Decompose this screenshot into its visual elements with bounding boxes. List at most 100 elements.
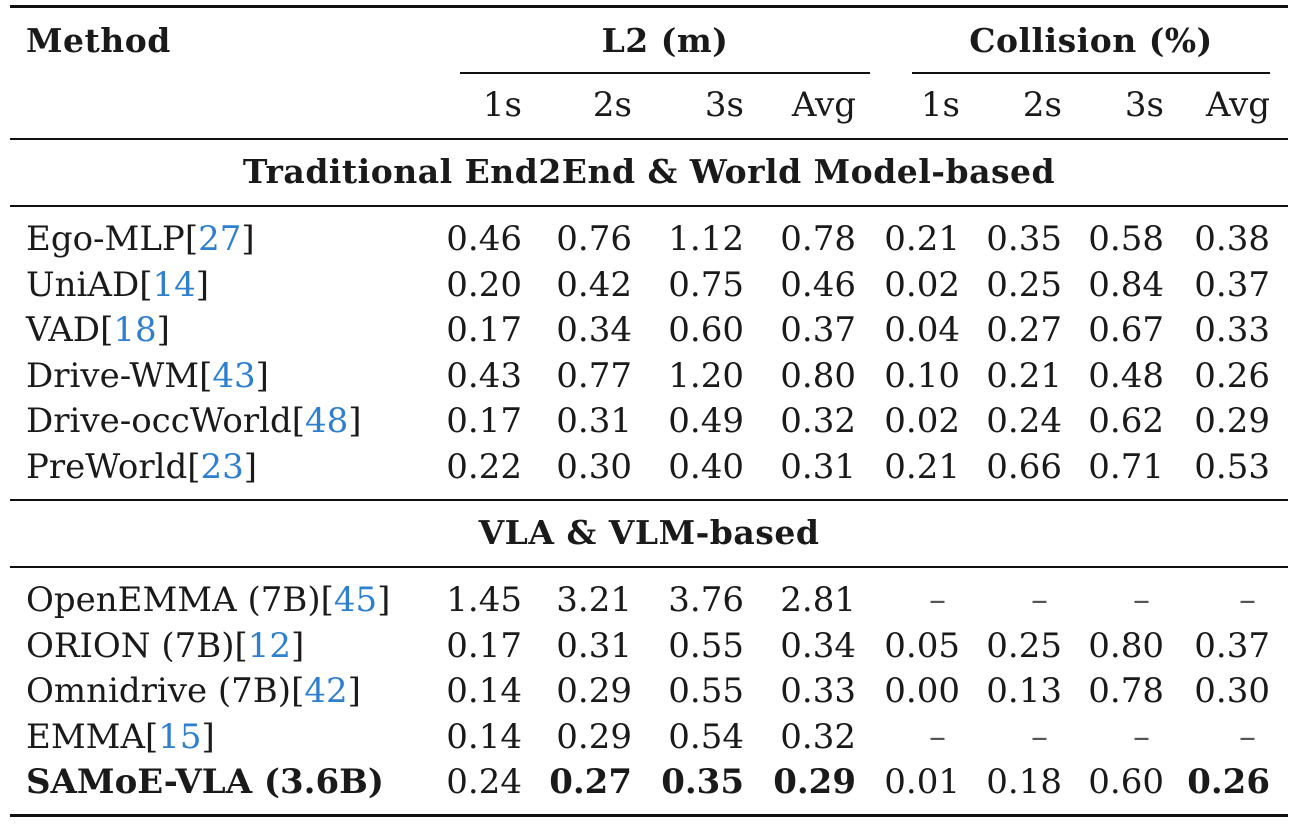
section-rule <box>10 205 1288 207</box>
metric-cell: 1.45 <box>446 580 522 620</box>
metric-cell: 0.17 <box>446 401 522 441</box>
metric-cell: 0.17 <box>446 310 522 350</box>
method-name-cell: SAMoE-VLA (3.6B) <box>26 762 384 802</box>
method-name: ORION (7B) <box>26 626 235 666</box>
horizon-header: Avg <box>791 85 856 125</box>
citation-link[interactable]: 14 <box>152 265 196 305</box>
citation-link[interactable]: 43 <box>212 356 256 396</box>
metric-cell: 0.26 <box>1194 356 1270 396</box>
metric-cell: 0.35 <box>986 219 1062 259</box>
method-name: UniAD <box>26 265 140 305</box>
citation-bracket-close: ] <box>201 717 215 757</box>
metric-cell: 0.33 <box>780 671 856 711</box>
citation-link[interactable]: 48 <box>305 401 349 441</box>
citation-bracket-open: [ <box>320 580 334 620</box>
citation-bracket-close: ] <box>348 401 362 441</box>
citation-bracket-open: [ <box>291 401 306 441</box>
metric-cell: 3.76 <box>668 580 744 620</box>
metric-cell: 2.81 <box>780 580 856 620</box>
metric-cell: 0.42 <box>556 265 632 305</box>
section-divider-rule <box>10 499 1288 501</box>
metric-cell: – <box>1133 717 1150 757</box>
horizon-header: 1s <box>920 85 960 125</box>
metric-cell: 0.71 <box>1088 447 1164 487</box>
citation-bracket-close: ] <box>156 310 170 350</box>
horizon-header: Avg <box>1205 85 1270 125</box>
metric-cell: 0.46 <box>446 219 522 259</box>
metric-cell: 0.29 <box>556 717 632 757</box>
horizon-header: 3s <box>1124 85 1164 125</box>
metric-cell: 0.05 <box>884 626 960 666</box>
metric-cell: 0.33 <box>1194 310 1270 350</box>
metric-cell: 0.13 <box>986 671 1062 711</box>
method-name: Ego-MLP <box>26 219 185 259</box>
citation-link[interactable]: 23 <box>200 447 244 487</box>
metric-cell: 0.67 <box>1088 310 1164 350</box>
citation-link[interactable]: 15 <box>158 717 202 757</box>
horizon-header: 3s <box>704 85 744 125</box>
citation-link[interactable]: 27 <box>198 219 242 259</box>
metric-cell: 0.27 <box>986 310 1062 350</box>
metric-cell: 0.21 <box>884 447 960 487</box>
metric-cell: – <box>1239 717 1256 757</box>
metric-cell: 0.77 <box>556 356 632 396</box>
metric-cell: – <box>1031 717 1048 757</box>
metric-cell: – <box>929 580 946 620</box>
horizon-header: 2s <box>1022 85 1062 125</box>
metric-cell: 0.01 <box>884 762 960 802</box>
horizon-header: 2s <box>592 85 632 125</box>
metric-cell: 0.62 <box>1088 401 1164 441</box>
metric-cell: 0.29 <box>773 762 856 802</box>
horizon-header: 1s <box>482 85 522 125</box>
metric-cell: 0.21 <box>986 356 1062 396</box>
metric-cell: 0.43 <box>446 356 522 396</box>
citation-link[interactable]: 18 <box>113 310 157 350</box>
metric-cell: 0.22 <box>446 447 522 487</box>
citation-link[interactable]: 12 <box>247 626 292 666</box>
citation-link[interactable]: 45 <box>333 580 378 620</box>
method-name-cell: OpenEMMA (7B)[45] <box>26 580 390 620</box>
metric-cell: 0.02 <box>884 401 960 441</box>
metric-cell: 0.60 <box>668 310 744 350</box>
l2-group-rule <box>460 72 870 74</box>
metric-cell: 0.37 <box>1194 626 1270 666</box>
metric-cell: 0.27 <box>549 762 632 802</box>
metric-cell: 0.80 <box>780 356 856 396</box>
metric-cell: 1.20 <box>668 356 744 396</box>
method-name: VAD <box>26 310 101 350</box>
metric-cell: 0.75 <box>668 265 744 305</box>
section-title: VLA & VLM-based <box>478 513 820 552</box>
citation-bracket-close: ] <box>241 219 255 259</box>
citation-bracket-close: ] <box>347 671 361 711</box>
metric-cell: 0.37 <box>1194 265 1270 305</box>
bottom-rule <box>10 814 1288 817</box>
metric-cell: 0.26 <box>1187 762 1270 802</box>
metric-cell: 0.32 <box>780 401 856 441</box>
citation-link[interactable]: 42 <box>304 671 348 711</box>
citation-bracket-close: ] <box>291 626 305 666</box>
metric-cell: 3.21 <box>556 580 632 620</box>
metric-cell: 0.04 <box>884 310 960 350</box>
citation-bracket-open: [ <box>139 265 153 305</box>
metric-cell: 0.24 <box>986 401 1062 441</box>
method-name-cell: Omnidrive (7B)[42] <box>26 671 361 711</box>
method-name-cell: EMMA[15] <box>26 717 215 757</box>
metric-cell: 0.00 <box>884 671 960 711</box>
metric-cell: 1.12 <box>668 219 744 259</box>
citation-bracket-open: [ <box>184 219 199 259</box>
metric-cell: 0.58 <box>1088 219 1164 259</box>
metric-cell: 0.14 <box>446 717 522 757</box>
metric-cell: 0.46 <box>780 265 856 305</box>
metric-cell: – <box>1133 580 1150 620</box>
method-name: Omnidrive (7B) <box>26 671 292 711</box>
method-header: Method <box>26 21 171 60</box>
section-rule <box>10 566 1288 568</box>
metric-cell: 0.49 <box>668 401 744 441</box>
citation-bracket-open: [ <box>291 671 305 711</box>
citation-bracket-close: ] <box>195 265 210 305</box>
metric-cell: 0.10 <box>884 356 960 396</box>
method-name-cell: Drive-WM[43] <box>26 356 269 396</box>
metric-cell: 0.76 <box>556 219 632 259</box>
metric-cell: – <box>1239 580 1256 620</box>
method-name-cell: PreWorld[23] <box>26 447 257 487</box>
